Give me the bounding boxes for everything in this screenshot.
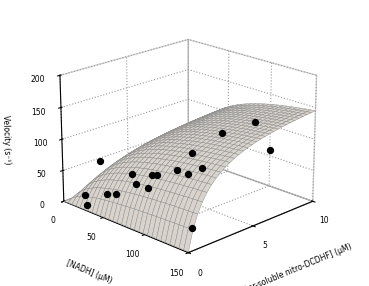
Y-axis label: [NADH] (μM): [NADH] (μM) xyxy=(65,259,113,286)
X-axis label: [5, water-soluble nitro-DCDHF] (μM): [5, water-soluble nitro-DCDHF] (μM) xyxy=(223,242,353,286)
